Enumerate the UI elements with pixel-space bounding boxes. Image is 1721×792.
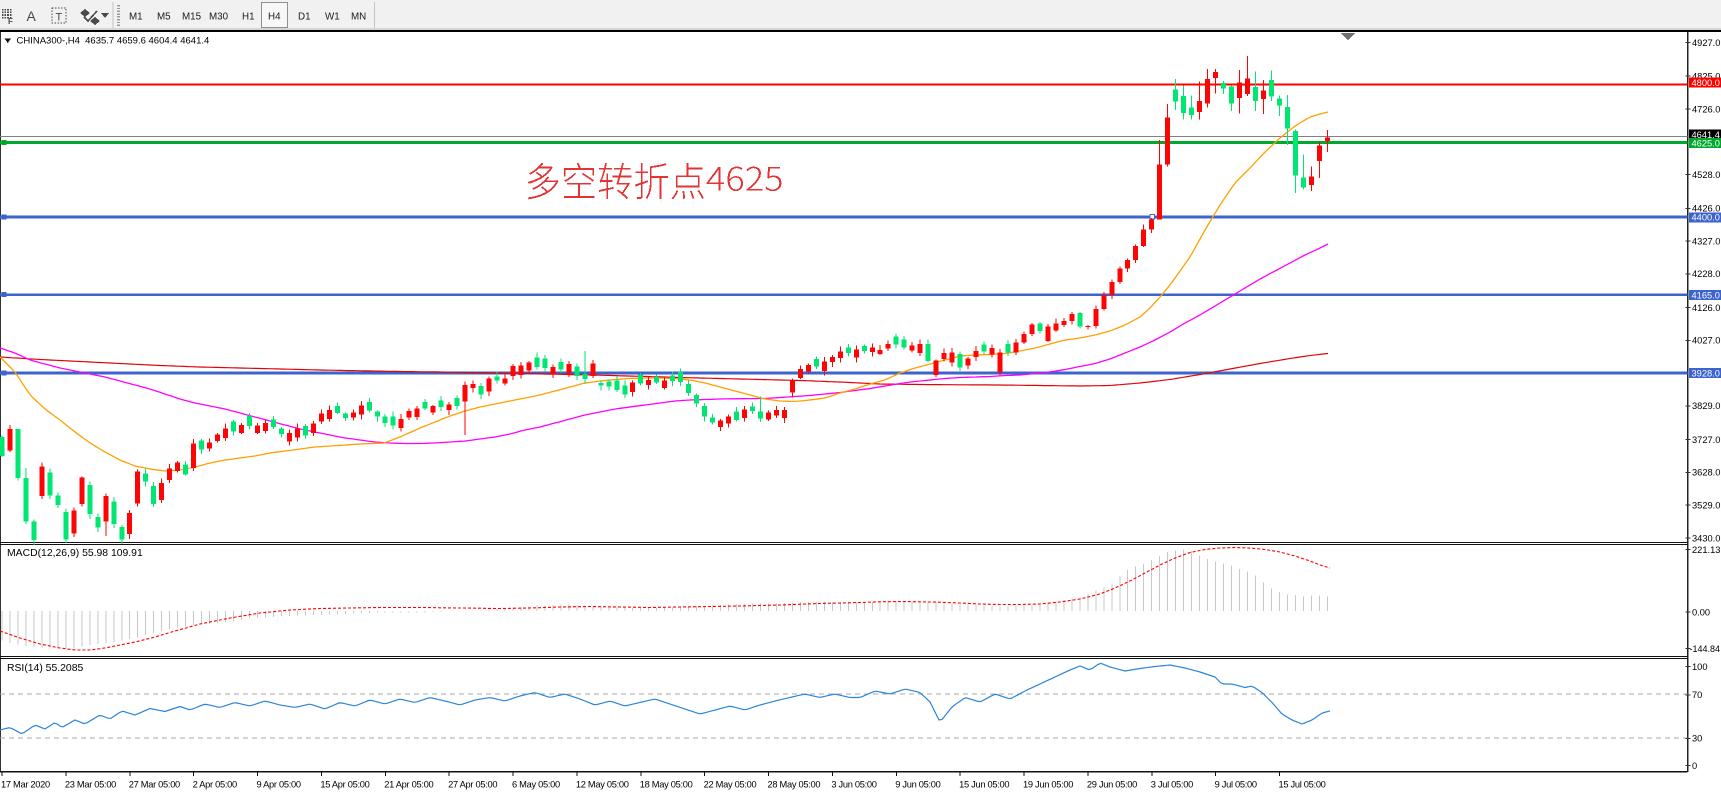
svg-text:3928.0: 3928.0 (1692, 368, 1720, 378)
svg-text:15 Jul 05:00: 15 Jul 05:00 (1279, 780, 1326, 790)
svg-text:70: 70 (1692, 690, 1702, 700)
svg-text:4825.0: 4825.0 (1692, 72, 1720, 82)
svg-text:F: F (8, 17, 13, 26)
svg-text:9 Jun 05:00: 9 Jun 05:00 (895, 780, 940, 790)
svg-text:MN: MN (351, 12, 366, 23)
svg-text:18 May 05:00: 18 May 05:00 (640, 780, 693, 790)
svg-text:12 May 05:00: 12 May 05:00 (576, 780, 629, 790)
svg-text:9 Apr 05:00: 9 Apr 05:00 (257, 780, 301, 790)
svg-text:3 Jun 05:00: 3 Jun 05:00 (831, 780, 876, 790)
svg-text:3628.0: 3628.0 (1692, 468, 1720, 478)
svg-text:W1: W1 (325, 12, 340, 23)
svg-text:221.13: 221.13 (1692, 545, 1720, 555)
svg-text:100: 100 (1692, 662, 1708, 672)
svg-text:M15: M15 (182, 12, 202, 23)
svg-text:4426.0: 4426.0 (1692, 204, 1720, 214)
svg-text:23 Mar 05:00: 23 Mar 05:00 (65, 780, 116, 790)
svg-text:27 Mar 05:00: 27 Mar 05:00 (129, 780, 180, 790)
svg-text:4027.0: 4027.0 (1692, 336, 1720, 346)
svg-text:4625.0: 4625.0 (1692, 138, 1720, 148)
svg-text:-144.84: -144.84 (1690, 644, 1721, 654)
svg-text:2 Apr 05:00: 2 Apr 05:00 (193, 780, 237, 790)
svg-text:4126.0: 4126.0 (1692, 303, 1720, 313)
svg-text:19 Jun 05:00: 19 Jun 05:00 (1023, 780, 1073, 790)
svg-text:4927.0: 4927.0 (1692, 38, 1720, 48)
svg-text:9 Jul 05:00: 9 Jul 05:00 (1215, 780, 1257, 790)
svg-text:28 May 05:00: 28 May 05:00 (768, 780, 821, 790)
svg-text:3529.0: 3529.0 (1692, 501, 1720, 511)
svg-text:4228.0: 4228.0 (1692, 269, 1720, 279)
svg-text:4800.0: 4800.0 (1692, 78, 1720, 88)
svg-text:H4: H4 (268, 12, 281, 23)
svg-text:3430.0: 3430.0 (1692, 533, 1720, 543)
svg-text:30: 30 (1692, 734, 1702, 744)
svg-text:M5: M5 (157, 12, 171, 23)
svg-text:3727.0: 3727.0 (1692, 435, 1720, 445)
svg-text:4327.0: 4327.0 (1692, 236, 1720, 246)
svg-text:M1: M1 (129, 12, 143, 23)
svg-text:21 Apr 05:00: 21 Apr 05:00 (384, 780, 433, 790)
svg-text:0.00: 0.00 (1692, 607, 1710, 617)
svg-text:M30: M30 (209, 12, 229, 23)
svg-text:15 Jun 05:00: 15 Jun 05:00 (959, 780, 1009, 790)
svg-text:RSI(14) 55.2085: RSI(14) 55.2085 (7, 663, 83, 674)
svg-text:22 May 05:00: 22 May 05:00 (704, 780, 757, 790)
svg-text:27 Apr 05:00: 27 Apr 05:00 (448, 780, 497, 790)
svg-text:MACD(12,26,9) 55.98 109.91: MACD(12,26,9) 55.98 109.91 (7, 548, 143, 559)
svg-text:4641.4: 4641.4 (1692, 130, 1720, 140)
svg-text:4528.0: 4528.0 (1692, 170, 1720, 180)
svg-text:T: T (56, 12, 63, 24)
svg-text:17 Mar 2020: 17 Mar 2020 (1, 780, 50, 790)
svg-text:15 Apr 05:00: 15 Apr 05:00 (320, 780, 369, 790)
svg-text:29 Jun 05:00: 29 Jun 05:00 (1087, 780, 1137, 790)
svg-text:D1: D1 (298, 12, 311, 23)
svg-text:3829.0: 3829.0 (1692, 401, 1720, 411)
svg-text:A: A (27, 8, 37, 24)
svg-text:4400.0: 4400.0 (1692, 213, 1720, 223)
svg-text:CHINA300-,H4 4635.7 4659.6 46: CHINA300-,H4 4635.7 4659.6 4604.4 4641.4 (17, 36, 210, 47)
svg-text:3 Jul 05:00: 3 Jul 05:00 (1151, 780, 1193, 790)
svg-text:0: 0 (1692, 761, 1697, 771)
svg-text:6 May 05:00: 6 May 05:00 (512, 780, 560, 790)
svg-text:H1: H1 (242, 12, 255, 23)
svg-text:4726.0: 4726.0 (1692, 104, 1720, 114)
svg-text:4165.0: 4165.0 (1692, 290, 1720, 300)
